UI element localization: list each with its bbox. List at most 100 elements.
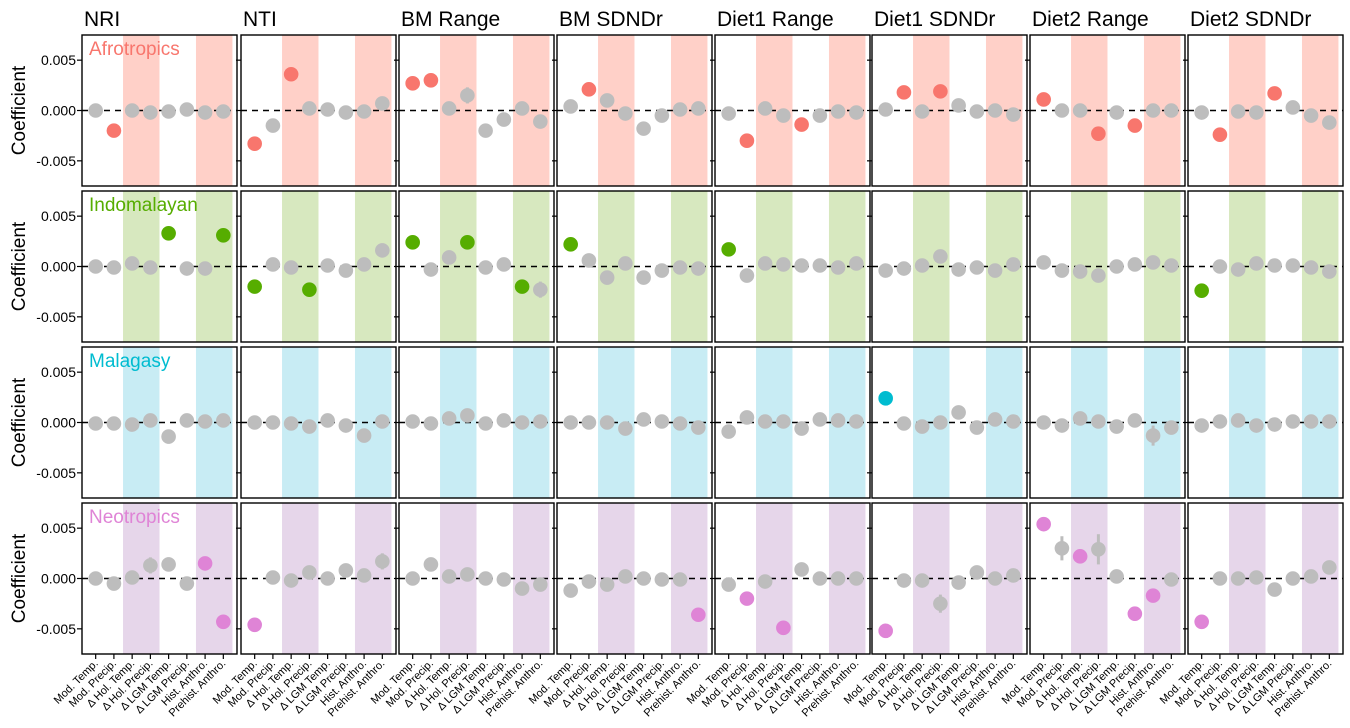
data-point (1249, 105, 1264, 120)
data-point (338, 418, 354, 433)
data-point (776, 620, 791, 636)
data-point (654, 108, 670, 123)
data-point (179, 576, 195, 591)
data-point (405, 235, 420, 250)
data-point (1194, 105, 1209, 120)
column-title: Diet1 Range (717, 8, 834, 31)
column-title: NTI (243, 8, 277, 31)
data-point (1322, 115, 1337, 130)
data-point (161, 429, 176, 444)
data-point (1006, 107, 1021, 122)
data-point (514, 101, 530, 116)
data-point (216, 614, 231, 630)
data-point (320, 258, 335, 273)
panel-indomalayan-1 (236, 190, 397, 343)
data-point (375, 243, 390, 258)
panel-afrotropics-6 (1025, 34, 1186, 187)
data-point (179, 413, 195, 428)
y-tick-label: 0.000 (41, 571, 76, 587)
panel-indomalayan-7 (1183, 190, 1344, 343)
data-point (969, 565, 985, 580)
row-label: Malagasy (89, 351, 171, 372)
data-point (302, 419, 317, 434)
data-point (987, 103, 1003, 118)
data-point (849, 105, 864, 120)
data-point (1285, 258, 1301, 273)
panel-afrotropics-1 (236, 34, 397, 187)
data-point (106, 260, 122, 275)
panel-malagasy-7 (1183, 346, 1344, 499)
y-tick-label: 0.000 (41, 259, 76, 275)
data-point (1072, 264, 1088, 279)
data-point (672, 260, 688, 275)
data-point (1230, 262, 1246, 277)
column-title: Diet2 Range (1032, 8, 1149, 31)
data-point (794, 258, 809, 273)
row-label: Afrotropics (89, 39, 180, 60)
data-point (1006, 257, 1021, 272)
data-point (599, 577, 615, 592)
data-point (514, 581, 530, 596)
data-point (794, 562, 809, 577)
data-point (320, 571, 335, 586)
data-point (405, 414, 420, 429)
data-point (441, 101, 457, 116)
data-point (599, 415, 615, 430)
data-point (581, 574, 597, 589)
data-point (672, 572, 688, 587)
panel-indomalayan-3 (552, 190, 713, 343)
data-point (721, 106, 736, 121)
y-tick-label: 0.005 (41, 520, 76, 536)
data-point (1194, 614, 1209, 630)
data-point (496, 413, 512, 428)
data-point (987, 412, 1003, 427)
data-point (533, 414, 548, 429)
data-point (654, 263, 670, 278)
column-title: BM SDNDr (559, 8, 663, 31)
data-point (216, 413, 231, 428)
data-point (1322, 414, 1337, 429)
panel-neotropics-4 (710, 502, 871, 659)
data-point (933, 415, 948, 430)
data-point (1212, 127, 1228, 142)
data-point (654, 572, 670, 587)
data-point (812, 412, 828, 427)
data-point (1267, 417, 1282, 432)
data-point (794, 421, 809, 436)
data-point (951, 262, 966, 277)
panel-neotropics-6 (1025, 502, 1186, 659)
data-point (514, 279, 530, 294)
data-point (1145, 428, 1161, 443)
y-axis-label: Coefficient (9, 377, 30, 467)
y-axis-label: Coefficient (9, 65, 30, 155)
data-point (356, 428, 372, 443)
y-tick-label: 0.000 (41, 415, 76, 431)
data-point (88, 571, 103, 586)
panel-malagasy-3 (552, 346, 713, 499)
data-point (496, 112, 512, 127)
data-point (106, 416, 122, 431)
data-point (618, 256, 633, 271)
data-point (247, 617, 262, 633)
data-point (124, 103, 140, 118)
data-point (830, 413, 846, 428)
data-point (739, 410, 755, 425)
data-point (776, 257, 791, 272)
data-point (460, 88, 475, 103)
data-point (563, 237, 578, 252)
data-point (618, 569, 633, 584)
panel-malagasy-0 (77, 346, 238, 499)
data-point (1054, 103, 1070, 118)
y-axis-label: Coefficient (9, 221, 30, 311)
data-point (533, 114, 548, 129)
data-point (878, 623, 893, 639)
data-point (423, 73, 439, 88)
data-point (375, 554, 390, 569)
data-point (265, 118, 281, 133)
y-tick-label: 0.005 (41, 364, 76, 380)
data-point (794, 117, 809, 132)
data-point (1127, 118, 1143, 133)
data-point (338, 105, 354, 120)
data-point (356, 104, 372, 119)
panel-afrotropics-2 (394, 34, 555, 187)
